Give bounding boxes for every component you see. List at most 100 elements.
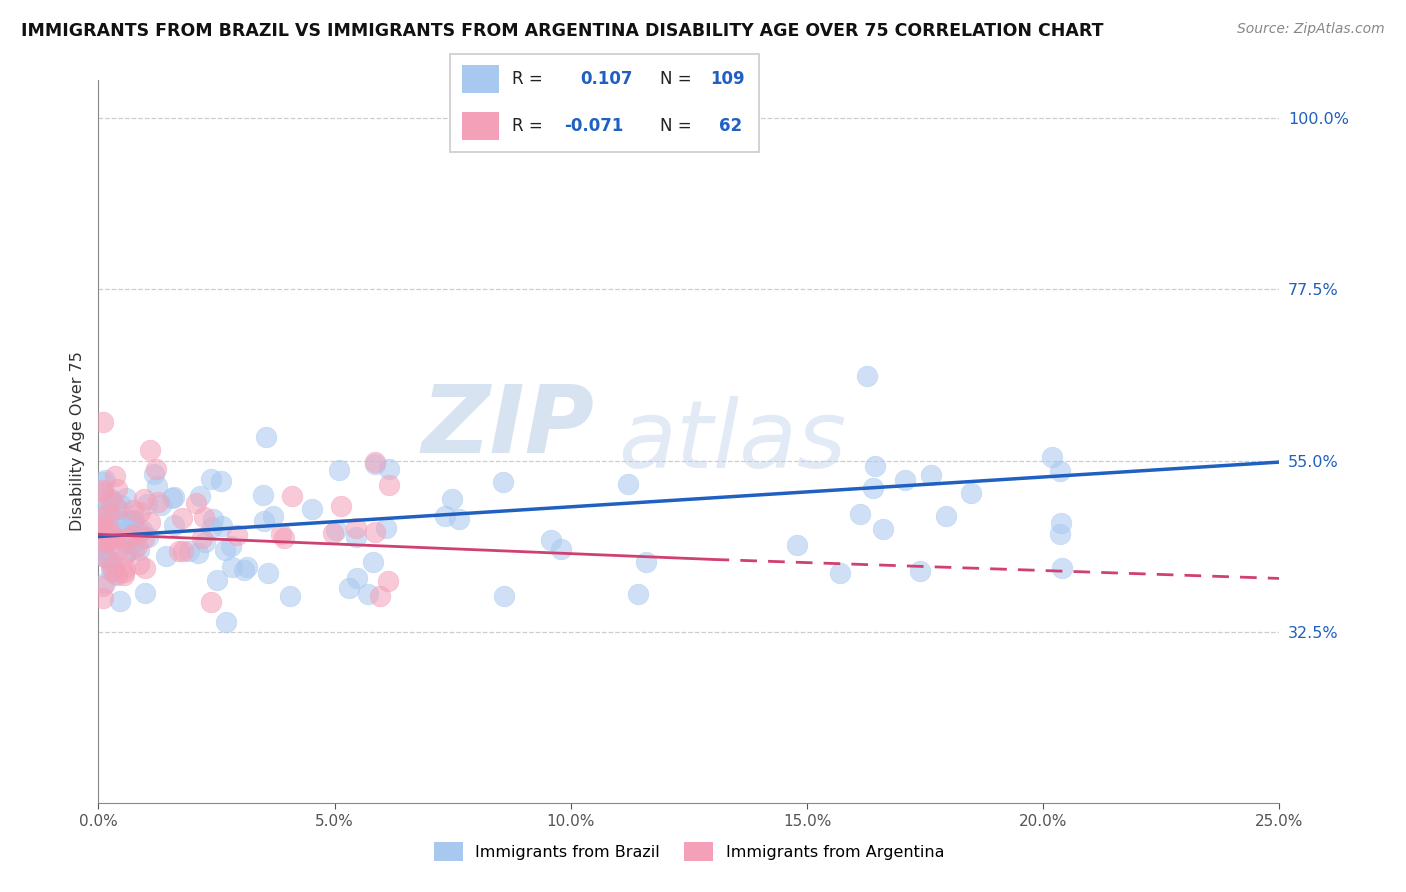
Point <box>91 536 114 550</box>
Text: -0.071: -0.071 <box>564 117 624 135</box>
Point <box>233 564 256 578</box>
Point <box>103 564 125 578</box>
Point <box>134 531 156 545</box>
Point <box>364 455 387 469</box>
Point <box>908 564 931 578</box>
Point <box>136 498 159 512</box>
Point <box>179 543 201 558</box>
Text: IMMIGRANTS FROM BRAZIL VS IMMIGRANTS FROM ARGENTINA DISABILITY AGE OVER 75 CORRE: IMMIGRANTS FROM BRAZIL VS IMMIGRANTS FRO… <box>21 22 1104 40</box>
Point <box>139 442 162 457</box>
Point <box>550 541 572 556</box>
Point <box>114 547 136 561</box>
Point <box>107 542 129 557</box>
Point <box>121 527 143 541</box>
Point <box>110 498 132 512</box>
Point <box>134 560 156 574</box>
Point <box>188 489 211 503</box>
Y-axis label: Disability Age Over 75: Disability Age Over 75 <box>69 351 84 532</box>
Point <box>138 516 160 530</box>
Point <box>112 567 135 582</box>
Point <box>155 549 177 563</box>
Text: 62: 62 <box>718 117 742 135</box>
Point <box>91 548 114 562</box>
Point <box>193 510 215 524</box>
Point <box>849 507 872 521</box>
Point <box>194 535 217 549</box>
Point <box>252 488 274 502</box>
Point <box>96 528 118 542</box>
Point <box>91 415 114 429</box>
Point <box>361 555 384 569</box>
Point <box>149 498 172 512</box>
Point <box>1052 560 1074 574</box>
Point <box>1050 516 1073 531</box>
Text: R =: R = <box>512 117 543 135</box>
Point <box>98 494 121 508</box>
Point <box>634 556 657 570</box>
Point <box>98 553 121 567</box>
Point <box>863 458 886 473</box>
Point <box>114 561 136 575</box>
Point <box>163 490 186 504</box>
Text: atlas: atlas <box>619 396 846 487</box>
Point <box>107 502 129 516</box>
Point <box>219 539 242 553</box>
Point <box>894 473 917 487</box>
Point <box>115 536 138 550</box>
Point <box>94 491 117 505</box>
Point <box>94 508 117 523</box>
Point <box>100 492 122 507</box>
Point <box>148 495 170 509</box>
Point <box>100 564 122 578</box>
Point <box>145 479 167 493</box>
Point <box>278 589 301 603</box>
Point <box>91 591 114 606</box>
Point <box>786 539 808 553</box>
Point <box>872 522 894 536</box>
Text: R =: R = <box>512 70 543 88</box>
Text: 109: 109 <box>710 70 744 88</box>
Point <box>91 515 114 529</box>
Point <box>132 491 155 506</box>
Point <box>114 491 136 506</box>
Point <box>201 512 224 526</box>
Point <box>104 532 127 546</box>
Point <box>627 587 650 601</box>
Point <box>94 550 117 565</box>
Point <box>96 534 118 549</box>
Point <box>131 523 153 537</box>
Point <box>211 519 233 533</box>
Point <box>617 476 640 491</box>
Text: N =: N = <box>661 70 692 88</box>
Point <box>91 527 114 541</box>
Point <box>94 494 117 508</box>
Point <box>253 514 276 528</box>
Point <box>221 560 243 574</box>
Point <box>447 512 470 526</box>
Point <box>328 463 350 477</box>
Point <box>322 525 344 540</box>
Point <box>862 481 884 495</box>
Point <box>91 579 114 593</box>
Point <box>920 467 942 482</box>
Text: Source: ZipAtlas.com: Source: ZipAtlas.com <box>1237 22 1385 37</box>
Point <box>91 484 114 499</box>
Point <box>301 502 323 516</box>
Point <box>121 513 143 527</box>
Point <box>98 507 121 521</box>
Point <box>273 531 295 545</box>
Text: 0.107: 0.107 <box>579 70 633 88</box>
Point <box>93 522 115 536</box>
Text: N =: N = <box>661 117 692 135</box>
Point <box>108 515 131 529</box>
Point <box>128 543 150 558</box>
Point <box>357 587 380 601</box>
Point <box>205 574 228 588</box>
Point <box>364 457 387 471</box>
Point <box>190 531 212 545</box>
Point <box>325 524 347 538</box>
Point <box>346 530 368 544</box>
Point <box>160 491 183 505</box>
Point <box>200 472 222 486</box>
Point <box>117 531 139 545</box>
